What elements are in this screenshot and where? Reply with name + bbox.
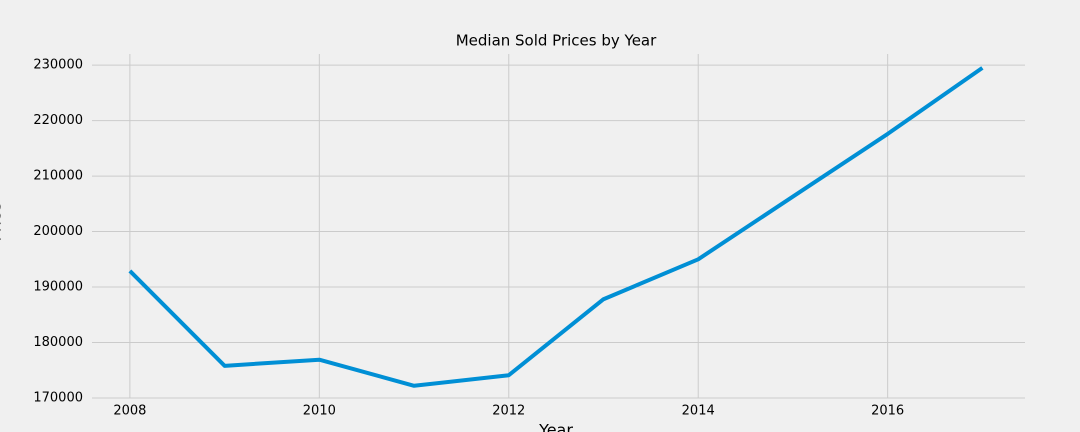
chart-title: Median Sold Prices by Year [456,32,657,50]
x-tick-label: 2016 [871,404,904,419]
x-tick-label: 2008 [113,404,146,419]
x-tick-label: 2012 [492,404,525,419]
y-tick-label: 200000 [33,224,83,239]
x-tick-label: 2010 [303,404,336,419]
x-axis-label: Year [538,421,573,432]
y-tick-label: 180000 [33,335,83,350]
x-tick-label: 2014 [682,404,715,419]
data-line [128,66,984,388]
y-axis-label: Price [0,202,5,241]
y-tick-label: 230000 [33,58,83,73]
y-tick-label: 170000 [33,391,83,406]
y-tick-label: 210000 [33,169,83,184]
y-tick-label: 220000 [33,113,83,128]
y-tick-label: 190000 [33,280,83,295]
